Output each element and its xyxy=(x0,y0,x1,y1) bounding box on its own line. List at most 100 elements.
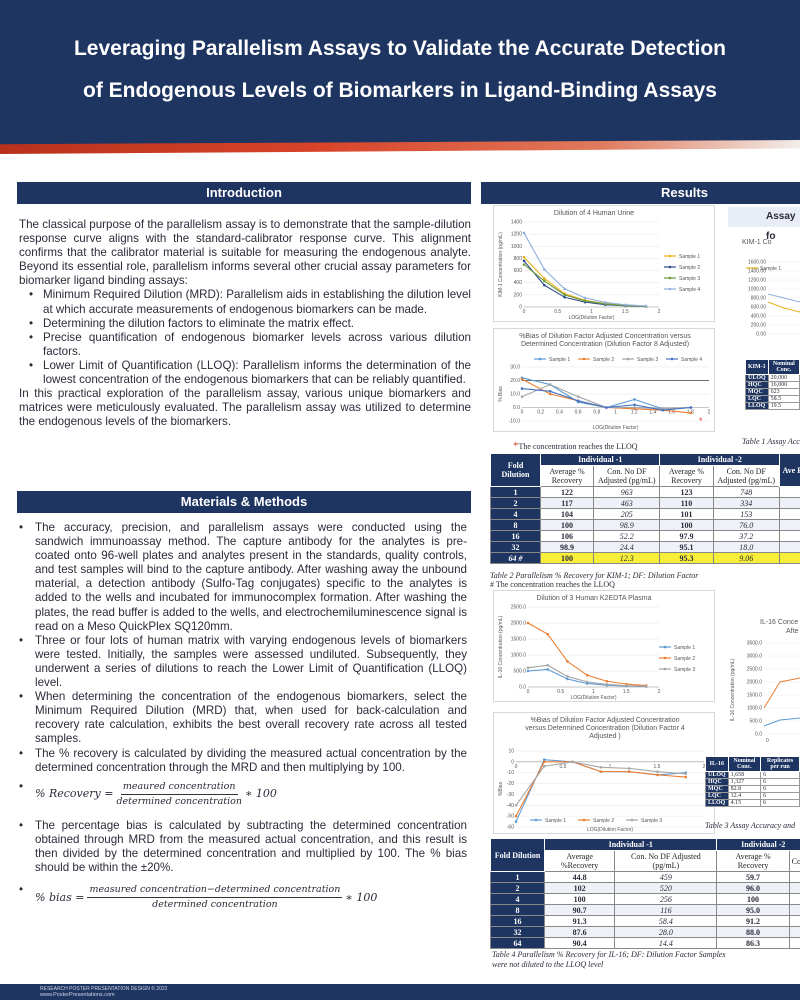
recovery-cell: 91.2 xyxy=(716,915,790,927)
recovery-cell: 90.4 xyxy=(543,937,616,949)
x-tick-label: 1.6 xyxy=(668,410,675,416)
intro-bullet: Precise quantification of endogenous bio… xyxy=(19,331,471,359)
table2-subheader: Con. No DF Adjusted (pg/mL) xyxy=(593,465,661,487)
truncated-cell xyxy=(788,904,800,916)
title-line-2: of Endogenous Levels of Biomarkers in Li… xyxy=(83,79,717,102)
legend-marker xyxy=(670,357,674,361)
level-cell: LQC xyxy=(745,395,769,403)
table-row: 64 #100 12.3 95.3 9.06 xyxy=(490,552,800,564)
data-point xyxy=(576,395,580,398)
table-row: LQC 12.4 6 xyxy=(705,792,800,800)
data-point xyxy=(656,773,659,777)
data-point xyxy=(522,255,526,259)
intro-bullet: Lower Limit of Quantification (LLOQ): Pa… xyxy=(19,359,471,387)
table-row: 1 122 963 123 748 xyxy=(490,486,800,498)
methods-bullet: When determining the concentration of th… xyxy=(19,690,467,746)
data-point xyxy=(526,666,530,670)
y-tick-label: 10 xyxy=(508,749,514,755)
data-point xyxy=(661,408,665,412)
legend-marker xyxy=(582,818,586,822)
table2-subheader: Con. No DF Adjusted (pg/mL) xyxy=(712,465,781,487)
chart-title: KIM-1 Co xyxy=(742,239,772,246)
table-row: 4 104 205 101 153 xyxy=(490,508,800,520)
conc-cell: 58.4 xyxy=(614,915,718,927)
y-tick-label: 1200.00 xyxy=(748,278,766,284)
value-cell: 623 xyxy=(767,388,800,396)
recovery-cell: 100 xyxy=(539,519,595,531)
truncated-cell xyxy=(779,530,800,542)
y-tick-label: 400.00 xyxy=(751,314,767,320)
value-cell: 6 xyxy=(760,771,800,779)
legend-label: Sample 4 xyxy=(679,287,700,293)
x-tick-label: 0.4 xyxy=(556,410,563,416)
level-cell: HQC xyxy=(705,778,729,786)
recovery-cell: 122 xyxy=(539,486,595,498)
table-row: 4 100 256 100 xyxy=(490,893,800,905)
header-banner: Leveraging Parallelism Assays to Validat… xyxy=(0,0,800,148)
table-row: 2 117 463 110 334 xyxy=(490,497,800,509)
data-point xyxy=(599,765,603,769)
recovery-cell: 88.0 xyxy=(716,926,790,938)
recovery-cell: 95.3 xyxy=(659,552,714,564)
methods-bullet: The % recovery is calculated by dividing… xyxy=(19,747,467,775)
level-cell: ULOQ xyxy=(745,374,769,382)
y-tick-label: 3500.0 xyxy=(747,641,763,647)
truncated-cell xyxy=(779,552,800,564)
series-line xyxy=(521,383,691,410)
data-point xyxy=(563,295,566,299)
assay-box: Assay fo xyxy=(728,207,800,242)
conc-cell: 98.9 xyxy=(593,519,661,531)
truncated-cell xyxy=(779,497,800,509)
legend-marker xyxy=(663,656,667,660)
recovery-cell: 97.9 xyxy=(659,530,714,542)
data-point xyxy=(684,772,688,776)
value-cell: 1,658 xyxy=(727,771,762,779)
recovery-cell: 100 xyxy=(716,893,790,905)
data-point xyxy=(546,632,550,636)
conc-cell: 520 xyxy=(614,882,718,894)
data-point xyxy=(548,383,552,386)
recovery-cell: 44.8 xyxy=(543,871,616,883)
y-tick-label: 200.00 xyxy=(751,323,767,329)
table-row: LLOQ 19.5 xyxy=(745,402,800,410)
table2-subheader: Average % Recovery xyxy=(539,465,595,487)
recovery-equation: % Recovery = meaured concentrationdeterm… xyxy=(35,780,277,807)
x-tick-label: 0 xyxy=(766,738,769,744)
data-point xyxy=(644,685,648,688)
x-axis-label: LOG(Dilution Factor) xyxy=(568,315,614,321)
data-point xyxy=(689,411,693,415)
table4-header: Fold Dilution xyxy=(490,838,545,872)
chart-title: %Bias of Dilution Factor Adjusted Concen… xyxy=(519,333,691,340)
x-tick-label: 0 xyxy=(515,764,518,770)
table3-header: IL-16 xyxy=(705,756,729,772)
conc-cell: 24.4 xyxy=(593,541,661,553)
fold-cell: 8 xyxy=(490,519,541,531)
value-cell: 58.5 xyxy=(767,395,800,403)
data-point xyxy=(656,770,659,773)
legend-label: Sample 1 xyxy=(545,818,566,824)
legend-label: Sample 3 xyxy=(641,818,662,824)
data-point xyxy=(543,279,546,283)
data-point xyxy=(543,277,546,280)
table3-header: Replicates per run xyxy=(760,756,800,772)
table-row: ULOQ 20,000 xyxy=(745,374,800,382)
legend-label: Sample 2 xyxy=(593,818,614,824)
y-tick-label: -20 xyxy=(507,781,514,787)
data-point xyxy=(627,767,631,770)
lloq-asterisk: * xyxy=(699,416,703,426)
value-cell: 12.4 xyxy=(727,792,762,800)
y-tick-label: 2000.0 xyxy=(511,621,527,627)
recovery-cell: 100 xyxy=(539,552,595,564)
x-tick-label: 1.5 xyxy=(654,764,661,770)
x-tick-label: 1 xyxy=(592,689,595,695)
table-row: ULOQ 1,658 6 xyxy=(705,771,800,779)
y-tick-label: -10 xyxy=(507,770,514,776)
value-cell: 20,000 xyxy=(767,374,800,382)
x-tick-label: 0 xyxy=(523,309,526,315)
fold-cell: 16 xyxy=(490,915,545,927)
legend-label: Sample 2 xyxy=(593,357,614,363)
legend-marker xyxy=(630,818,634,822)
recovery-cell: 101 xyxy=(659,508,714,520)
data-point xyxy=(633,398,636,401)
recovery-cell: 98.9 xyxy=(539,541,595,553)
